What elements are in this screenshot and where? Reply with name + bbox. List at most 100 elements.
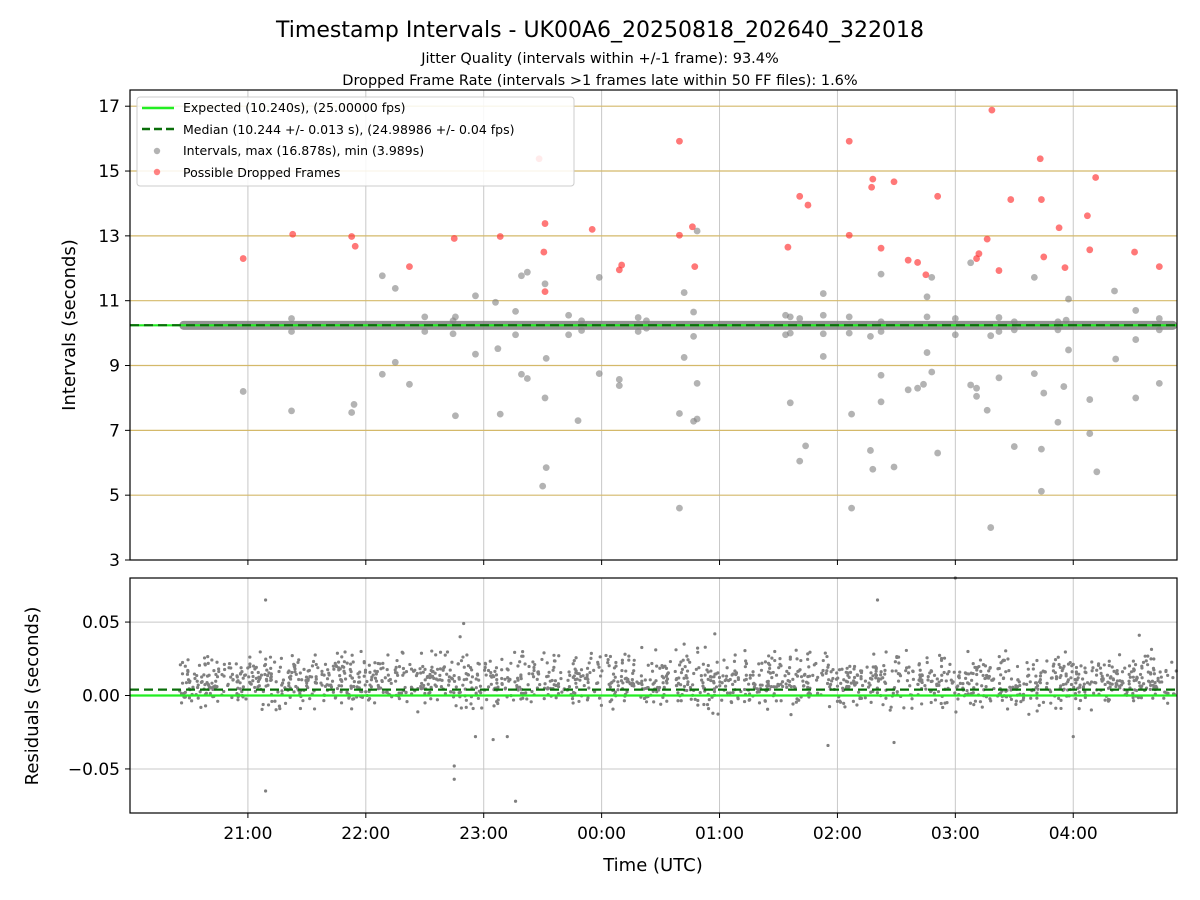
interval-point — [1054, 318, 1062, 326]
residual-point — [1136, 696, 1141, 700]
residual-point — [187, 696, 192, 700]
residual-point — [552, 653, 556, 657]
residual-point — [1108, 685, 1112, 689]
residual-point — [926, 678, 930, 682]
chart-subtitle-dropped: Dropped Frame Rate (intervals >1 frames … — [342, 73, 857, 89]
residual-point — [950, 681, 954, 685]
residual-point — [574, 656, 578, 660]
residual-point — [852, 679, 856, 683]
residual-point — [744, 659, 748, 663]
residual-point — [904, 666, 909, 670]
residual-outlier-point — [462, 621, 466, 626]
interval-point — [542, 354, 550, 362]
residual-point — [263, 672, 267, 677]
residual-point — [452, 691, 456, 695]
residual-point — [409, 667, 414, 671]
residual-point — [1079, 664, 1083, 668]
residual-point — [849, 681, 853, 685]
residual-point — [970, 678, 974, 682]
residual-point — [896, 679, 901, 683]
interval-point — [512, 307, 519, 315]
residual-point — [419, 651, 424, 655]
interval-point — [983, 406, 991, 414]
residual-point — [840, 667, 844, 671]
residual-point — [698, 691, 702, 695]
residual-point — [368, 670, 372, 675]
residual-point — [650, 669, 655, 673]
interval-point — [877, 270, 885, 278]
residual-point — [703, 645, 707, 649]
interval-point — [539, 482, 547, 490]
residual-point — [310, 664, 315, 668]
residual-point — [445, 650, 450, 654]
residual-point — [1115, 679, 1119, 683]
residual-point — [879, 673, 883, 677]
residual-point — [429, 668, 433, 673]
residual-point — [781, 684, 785, 689]
residual-point — [827, 678, 831, 682]
residual-point — [837, 668, 842, 672]
dropped-frame-point — [351, 242, 359, 250]
residual-point — [773, 658, 777, 663]
residual-point — [858, 696, 862, 701]
residual-point — [1054, 706, 1058, 710]
residual-point — [551, 668, 555, 672]
residual-point — [826, 663, 830, 667]
residual-point — [835, 684, 840, 688]
residual-point — [336, 660, 341, 664]
residual-point — [1133, 663, 1138, 667]
residual-point — [270, 699, 274, 704]
residual-point — [585, 666, 590, 670]
interval-point — [643, 324, 650, 332]
residual-point — [479, 691, 483, 695]
residual-point — [731, 682, 735, 687]
residual-point — [496, 701, 500, 706]
residual-point — [311, 659, 316, 664]
residual-point — [223, 667, 227, 672]
interval-point — [934, 449, 942, 457]
residual-point — [482, 668, 487, 672]
residual-point — [1140, 676, 1144, 680]
residual-point — [489, 670, 493, 675]
residual-point — [852, 667, 856, 671]
residual-point — [411, 669, 416, 673]
residual-point — [755, 687, 759, 691]
residual-point — [304, 678, 308, 683]
residual-point — [1115, 669, 1119, 673]
residual-point — [416, 710, 420, 714]
residual-point — [867, 681, 871, 685]
residual-point — [975, 672, 979, 677]
residual-point — [608, 700, 612, 704]
residual-point — [724, 678, 728, 682]
residual-point — [546, 686, 550, 690]
residual-point — [560, 690, 564, 694]
residual-point — [981, 673, 985, 678]
residual-point — [965, 689, 969, 693]
residual-point — [733, 669, 737, 673]
interval-point — [452, 412, 459, 420]
residual-point — [186, 678, 191, 682]
interval-point — [518, 370, 525, 378]
residual-point — [763, 660, 768, 664]
residual-point — [547, 670, 551, 674]
residual-point — [971, 691, 975, 695]
residual-point — [582, 683, 586, 688]
residual-point — [1137, 680, 1141, 685]
residual-point — [186, 670, 190, 674]
residual-point — [1038, 674, 1043, 678]
residual-point — [589, 656, 593, 660]
residual-point — [771, 670, 775, 675]
interval-point — [378, 370, 386, 378]
residual-outlier-point — [458, 635, 462, 639]
residual-point — [619, 679, 624, 683]
residual-point — [272, 660, 277, 664]
residual-point — [513, 680, 517, 684]
residual-point — [500, 668, 504, 672]
residual-point — [787, 683, 791, 687]
residual-point — [1061, 682, 1065, 687]
residual-point — [988, 697, 992, 701]
residual-point — [293, 667, 297, 671]
residual-outlier-point — [505, 735, 509, 739]
residual-point — [794, 648, 798, 652]
residual-point — [196, 683, 200, 687]
